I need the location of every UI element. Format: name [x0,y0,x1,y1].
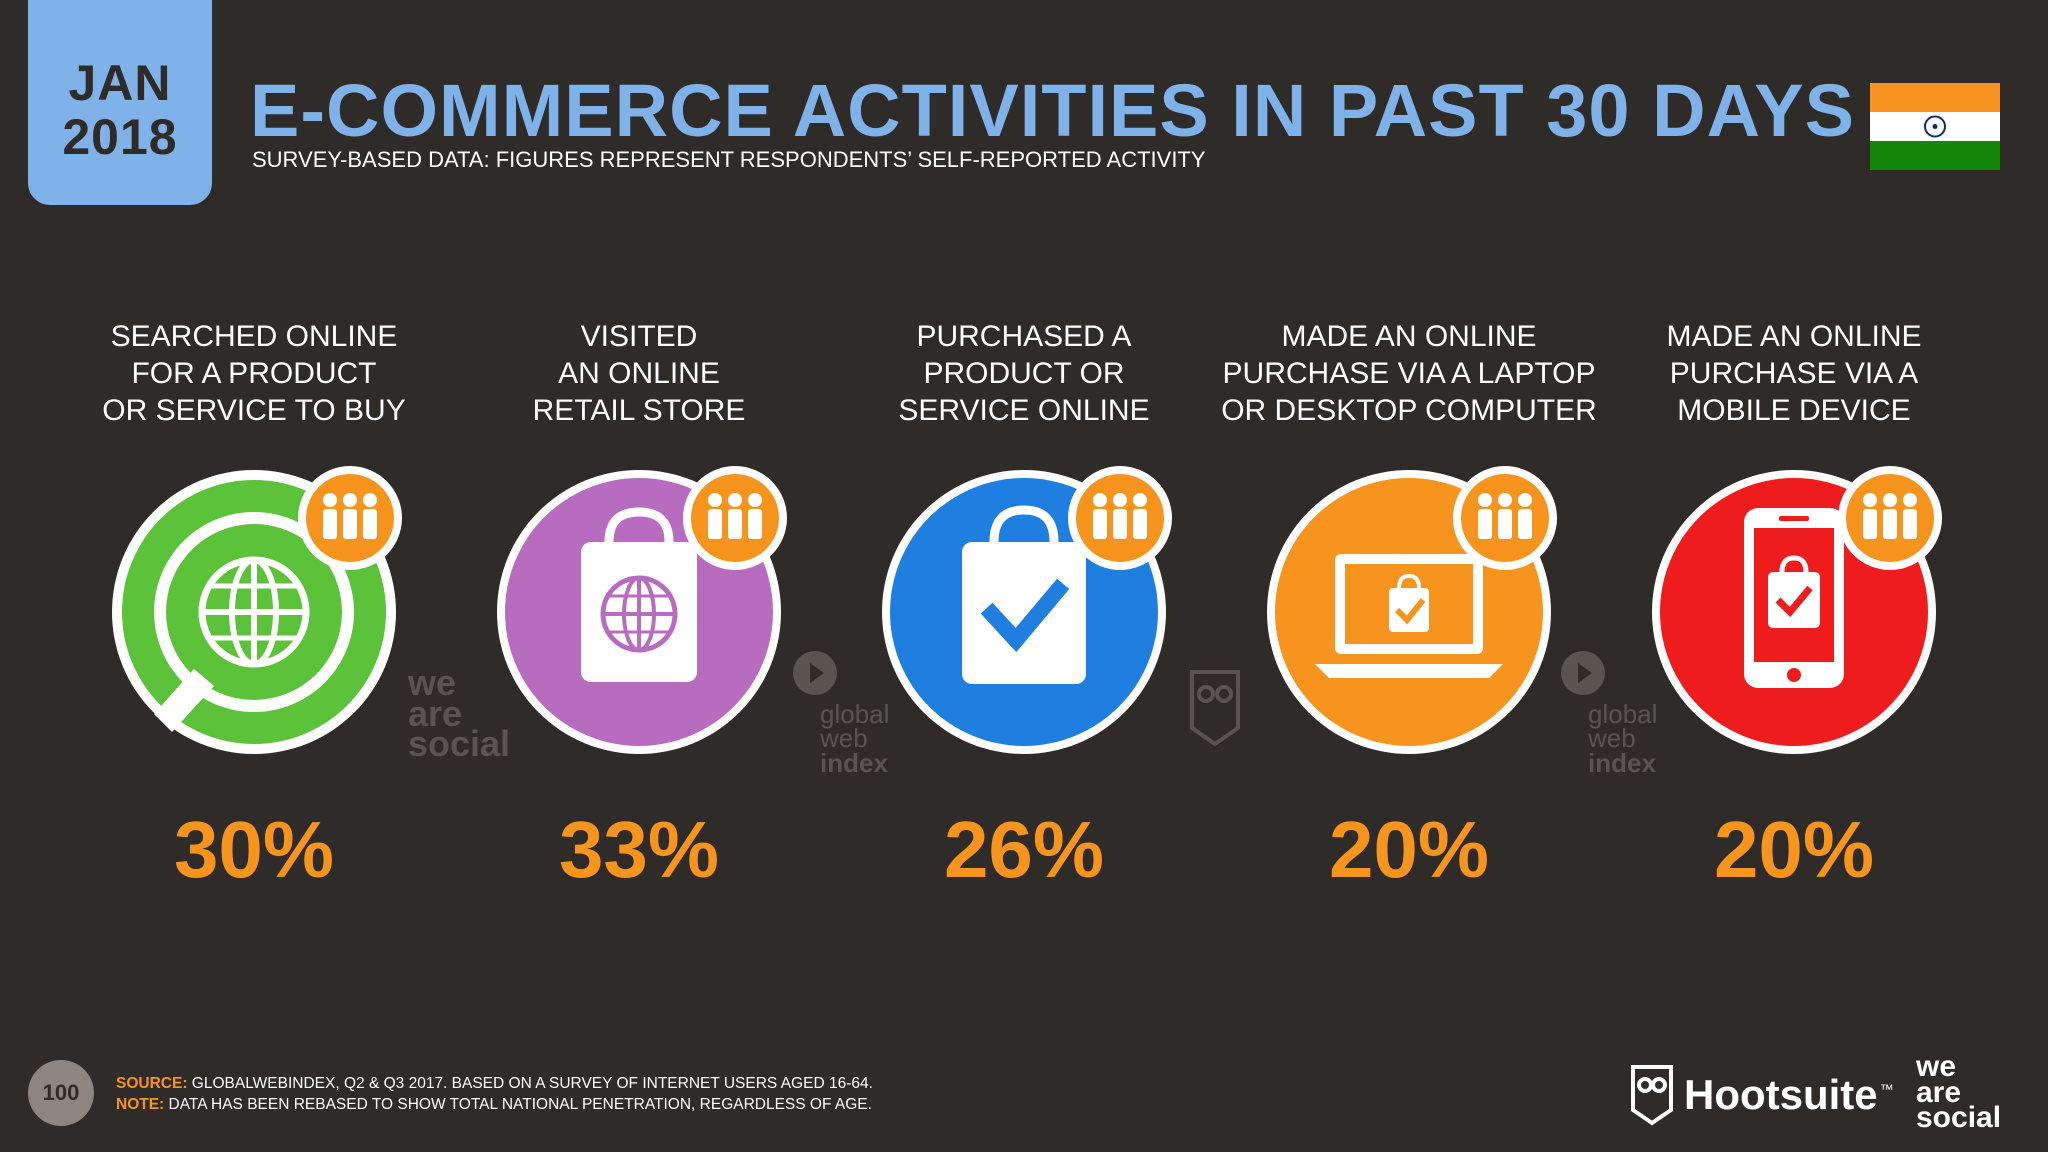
footer-notes: SOURCE: GLOBALWEBINDEX, Q2 & Q3 2017. BA… [116,1073,873,1115]
source-line: SOURCE: GLOBALWEBINDEX, Q2 & Q3 2017. BA… [116,1075,873,1092]
activity-item-mobile: MADE AN ONLINE PURCHASE VIA A MOBILE DEV… [1604,318,1984,890]
shopping-bag-check-icon [834,464,1214,784]
activity-item-purchased: PURCHASED A PRODUCT OR SERVICE ONLINE 26… [834,318,1214,890]
shopping-bag-globe-icon [449,464,829,784]
we-are-social-logo: we are social [1916,1050,2002,1134]
note-line: NOTE: DATA HAS BEEN REBASED TO SHOW TOTA… [116,1096,872,1113]
date-year: 2018 [62,108,178,165]
activity-value: 30% [173,805,335,894]
hootsuite-name: Hootsuite [1684,1071,1878,1118]
activity-label: PURCHASED A PRODUCT OR SERVICE ONLINE [898,320,1150,427]
date-badge: JAN 2018 [28,0,212,205]
activity-label: VISITED AN ONLINE RETAIL STORE [532,320,746,427]
laptop-bag-icon [1219,464,1599,784]
activity-label: SEARCHED ONLINE FOR A PRODUCT OR SERVICE… [102,320,406,427]
activity-item-searched: SEARCHED ONLINE FOR A PRODUCT OR SERVICE… [64,318,444,890]
activity-value: 26% [943,805,1105,894]
globalwebindex-logo-icon [1561,651,1605,695]
activity-item-visited-store: VISITED AN ONLINE RETAIL STORE [449,318,829,890]
activity-label: MADE AN ONLINE PURCHASE VIA A MOBILE DEV… [1666,320,1922,427]
activity-label: MADE AN ONLINE PURCHASE VIA A LAPTOP OR … [1221,320,1597,427]
globalwebindex-watermark: global web index [790,648,889,776]
date-month: JAN [68,54,172,111]
activity-item-laptop: MADE AN ONLINE PURCHASE VIA A LAPTOP OR … [1219,318,1599,890]
globalwebindex-logo-icon [793,651,837,695]
activity-value: 20% [1713,805,1875,894]
hootsuite-logo: Hootsuite ™ [1630,1062,1894,1128]
hootsuite-owl-watermark-icon [1190,670,1240,747]
page-number: 100 [28,1060,94,1126]
page-title: E-COMMERCE ACTIVITIES IN PAST 30 DAYS [250,69,1855,152]
globalwebindex-watermark: global web index [1558,648,1657,776]
hootsuite-owl-icon [1631,1065,1673,1126]
activity-value: 20% [1328,805,1490,894]
india-flag-icon [1870,83,2000,170]
trademark: ™ [1879,1081,1894,1097]
mobile-bag-icon [1604,464,1984,784]
page-subtitle: SURVEY-BASED DATA: FIGURES REPRESENT RES… [252,147,1206,172]
globe-search-icon [64,464,444,784]
activity-value: 33% [558,805,720,894]
we-are-social-watermark: we are social [408,662,511,765]
